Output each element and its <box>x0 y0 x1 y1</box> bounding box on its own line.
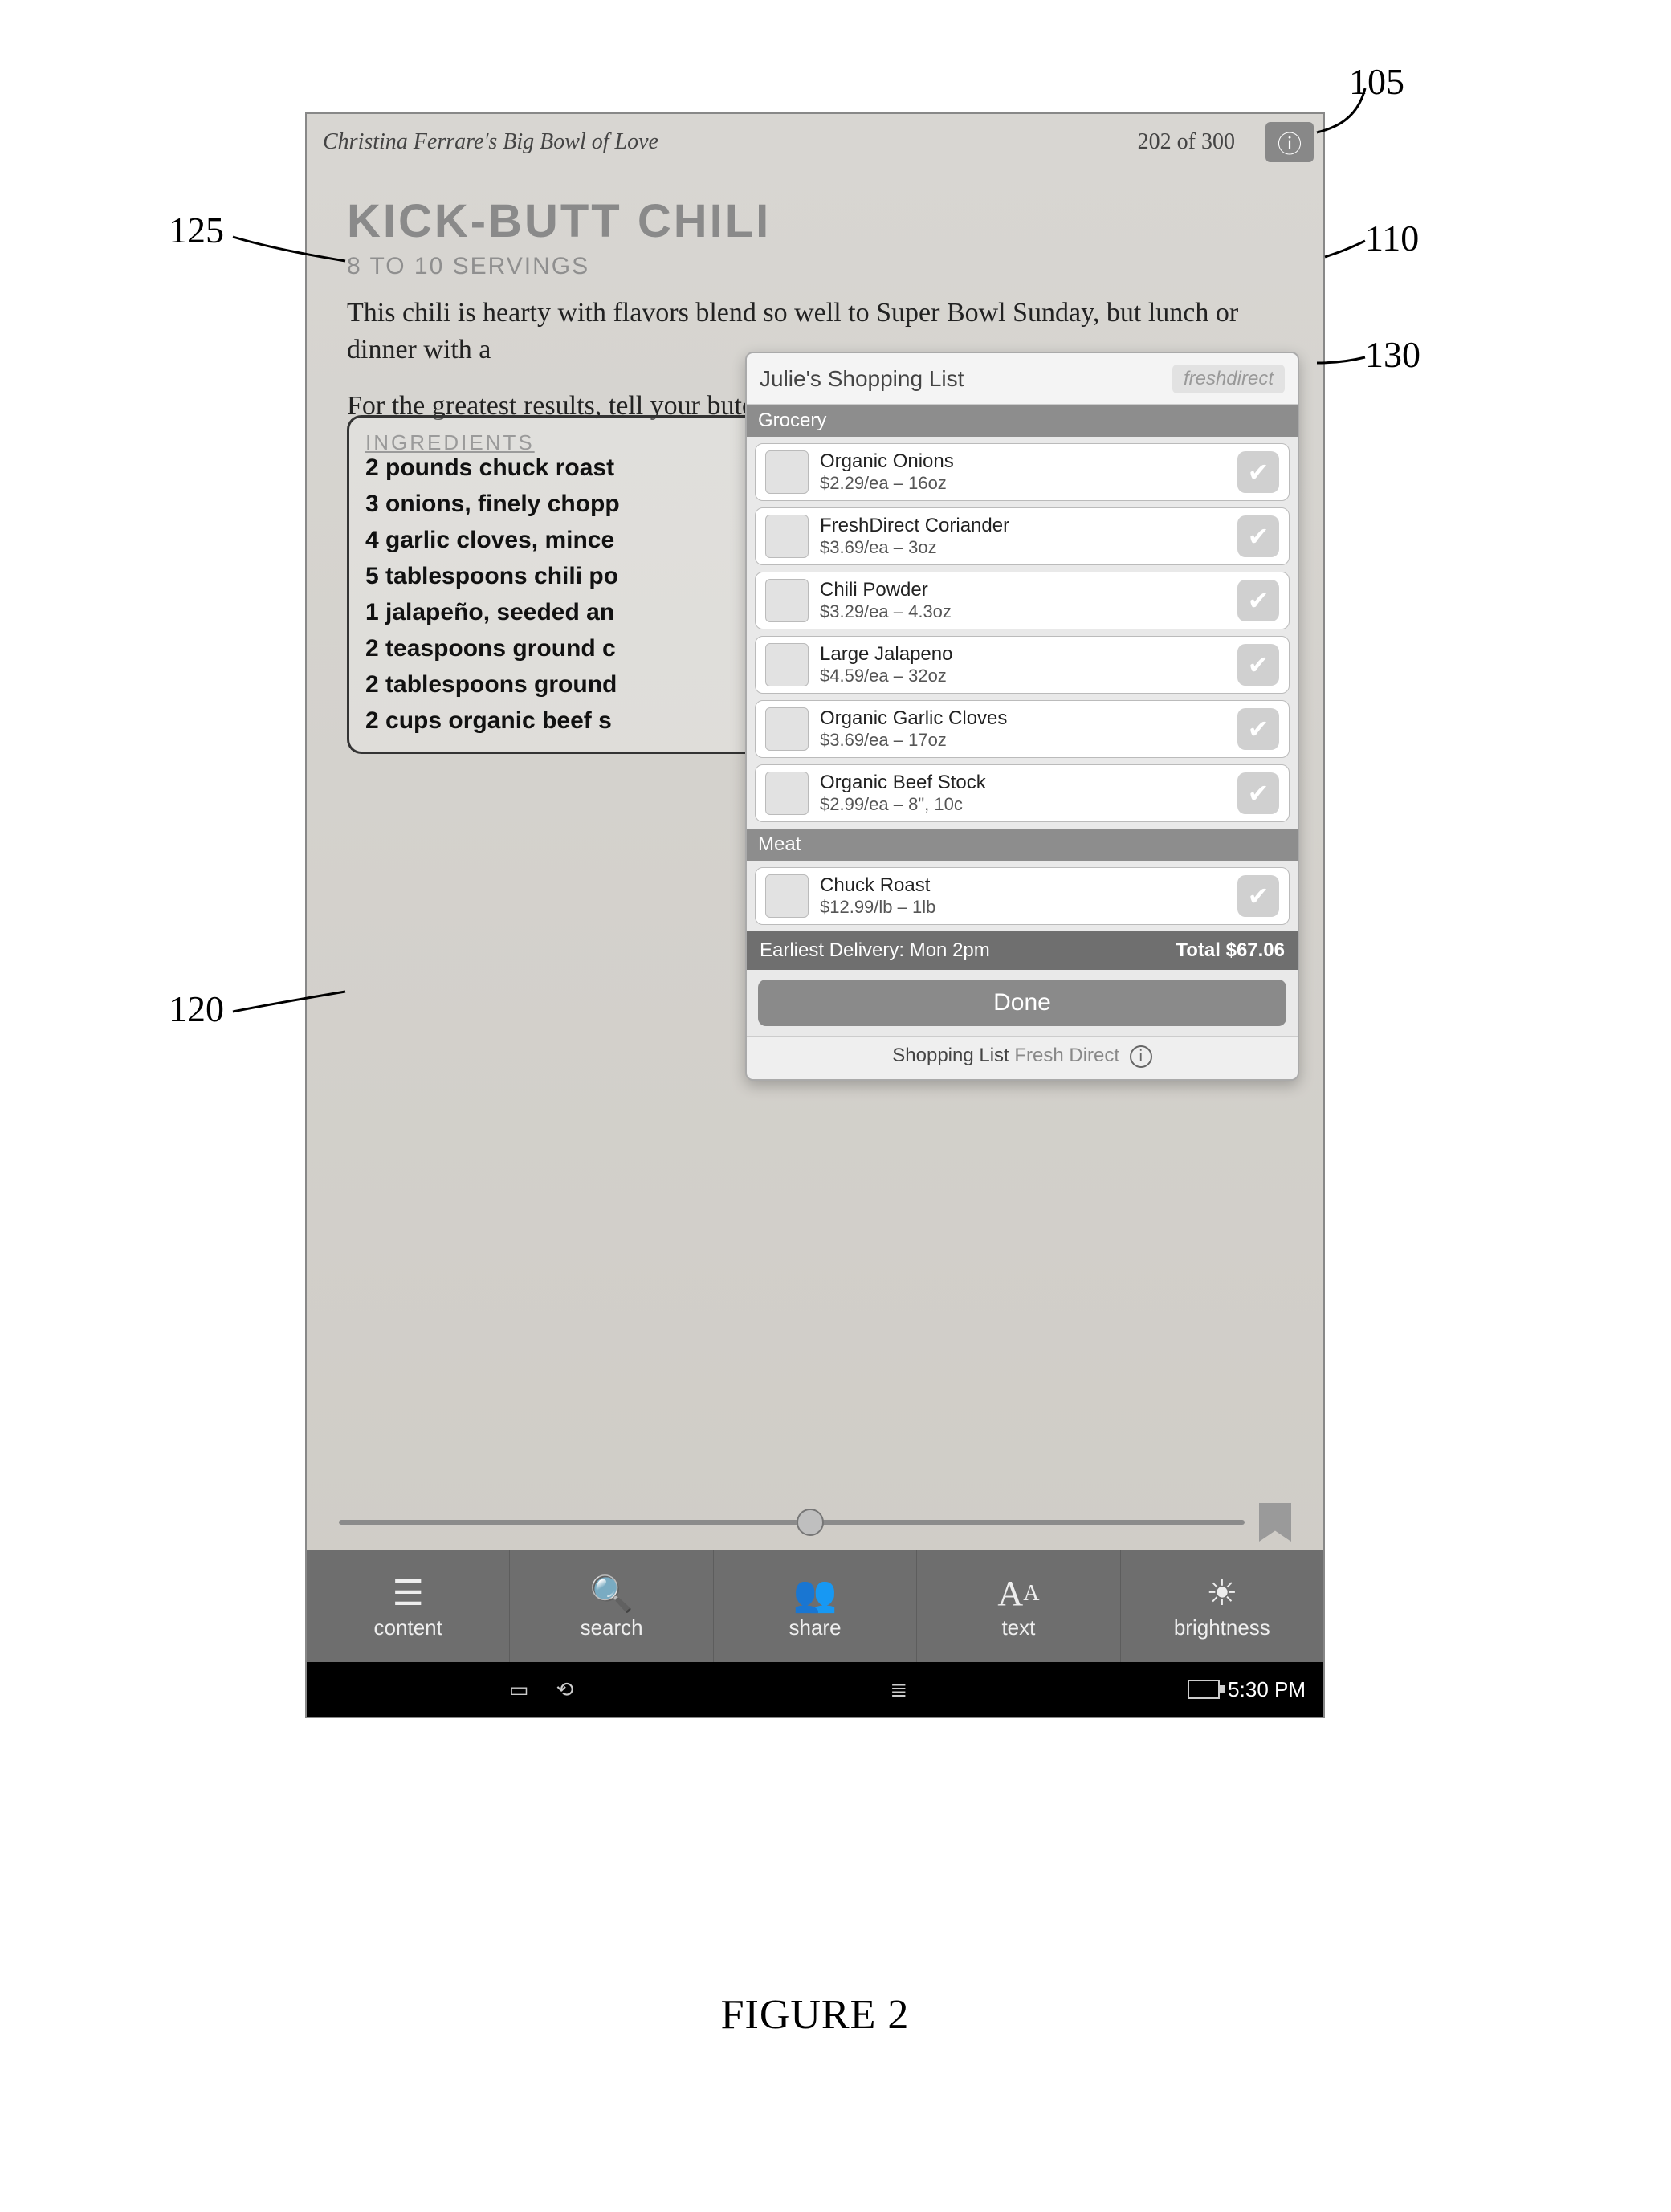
product-name: Large Jalapeno <box>820 643 952 666</box>
toolbar-label: brightness <box>1174 1615 1270 1640</box>
toolbar-search[interactable]: 🔍 search <box>510 1550 713 1662</box>
brightness-icon: ☀ <box>1206 1572 1237 1615</box>
toolbar-label: share <box>789 1615 841 1640</box>
product-thumb <box>765 643 809 686</box>
toolbar-label: search <box>581 1615 643 1640</box>
section-header-grocery: Grocery <box>747 405 1298 437</box>
book-icon[interactable]: ▭ <box>509 1677 529 1702</box>
battery-icon <box>1188 1680 1220 1699</box>
share-icon: 👥 <box>793 1572 838 1615</box>
product-thumb <box>765 450 809 494</box>
ingredients-box[interactable]: INGREDIENTS 2 pounds chuck roast 3 onion… <box>347 415 764 754</box>
callout-125: 125 <box>169 209 224 251</box>
list-item[interactable]: Chili Powder $3.29/ea – 4.3oz ✔ <box>755 572 1290 629</box>
check-icon[interactable]: ✔ <box>1237 451 1279 493</box>
ingredient-line: 1 jalapeño, seeded an <box>365 594 748 630</box>
refresh-icon[interactable]: ⟲ <box>556 1677 574 1702</box>
toolbar-label: text <box>1001 1615 1035 1640</box>
check-icon[interactable]: ✔ <box>1237 644 1279 686</box>
list-icon: ☰ <box>392 1572 423 1615</box>
ingredient-line: 5 tablespoons chili po <box>365 558 748 594</box>
product-name: Organic Garlic Cloves <box>820 707 1007 730</box>
product-price: $3.29/ea – 4.3oz <box>820 601 952 622</box>
reader-toolbar: ☰ content 🔍 search 👥 share AA text ☀ bri… <box>307 1550 1323 1662</box>
product-name: FreshDirect Coriander <box>820 515 1009 537</box>
total-text: Total $67.06 <box>1176 939 1285 962</box>
menu-icon[interactable]: ≣ <box>890 1677 907 1702</box>
product-thumb <box>765 579 809 622</box>
ingredient-line: 3 onions, finely chopp <box>365 486 748 522</box>
callout-105: 105 <box>1349 60 1404 103</box>
info-icon[interactable]: i <box>1130 1045 1152 1068</box>
recipe-title: KICK-BUTT CHILI <box>347 194 1283 248</box>
product-thumb <box>765 707 809 751</box>
progress-slider[interactable] <box>339 1506 1291 1538</box>
product-name: Organic Beef Stock <box>820 772 986 794</box>
toolbar-text[interactable]: AA text <box>917 1550 1120 1662</box>
product-name: Chili Powder <box>820 579 952 601</box>
product-thumb <box>765 515 809 558</box>
ingredients-header: INGREDIENTS <box>365 430 535 455</box>
slider-track[interactable] <box>339 1520 1245 1525</box>
ingredient-line: 2 tablespoons ground <box>365 666 748 703</box>
list-item[interactable]: Organic Beef Stock $2.99/ea – 8", 10c ✔ <box>755 764 1290 822</box>
ingredient-line: 2 teaspoons ground c <box>365 630 748 666</box>
popup-footer-brand: Fresh Direct <box>1014 1045 1119 1066</box>
list-item[interactable]: Large Jalapeno $4.59/ea – 32oz ✔ <box>755 636 1290 694</box>
check-icon[interactable]: ✔ <box>1237 875 1279 917</box>
popup-footer-label: Shopping List <box>892 1045 1014 1066</box>
popup-title: Julie's Shopping List <box>760 366 964 392</box>
product-price: $2.99/ea – 8", 10c <box>820 794 986 815</box>
check-icon[interactable]: ✔ <box>1237 580 1279 621</box>
list-item[interactable]: Organic Garlic Cloves $3.69/ea – 17oz ✔ <box>755 700 1290 758</box>
done-button[interactable]: Done <box>758 980 1286 1026</box>
list-item[interactable]: Chuck Roast $12.99/lb – 1lb ✔ <box>755 867 1290 925</box>
system-bar: ▭ ⟲ ≣ 5:30 PM <box>307 1662 1323 1717</box>
product-thumb <box>765 772 809 815</box>
check-icon[interactable]: ✔ <box>1237 515 1279 557</box>
book-title: Christina Ferrare's Big Bowl of Love <box>323 129 658 155</box>
clock-text: 5:30 PM <box>1228 1677 1306 1702</box>
toolbar-content[interactable]: ☰ content <box>307 1550 510 1662</box>
check-icon[interactable]: ✔ <box>1237 772 1279 814</box>
reader-top-bar: Christina Ferrare's Big Bowl of Love 202… <box>307 114 1323 170</box>
product-price: $3.69/ea – 3oz <box>820 537 1009 558</box>
bookmark-icon[interactable] <box>1259 1503 1291 1542</box>
toolbar-brightness[interactable]: ☀ brightness <box>1121 1550 1323 1662</box>
popup-summary-bar: Earliest Delivery: Mon 2pm Total $67.06 <box>747 931 1298 970</box>
page-counter: 202 of 300 <box>1138 129 1235 155</box>
callout-110: 110 <box>1365 217 1419 259</box>
product-price: $3.69/ea – 17oz <box>820 730 1007 751</box>
ingredient-line: 4 garlic cloves, mince <box>365 522 748 558</box>
toolbar-label: content <box>374 1615 442 1640</box>
info-button[interactable]: ⓘ <box>1265 122 1314 162</box>
text-size-icon: AA <box>997 1572 1039 1615</box>
product-price: $2.29/ea – 16oz <box>820 473 954 494</box>
check-icon[interactable]: ✔ <box>1237 708 1279 750</box>
list-item[interactable]: FreshDirect Coriander $3.69/ea – 3oz ✔ <box>755 507 1290 565</box>
callout-120: 120 <box>169 988 224 1030</box>
list-item[interactable]: Organic Onions $2.29/ea – 16oz ✔ <box>755 443 1290 501</box>
slider-thumb[interactable] <box>797 1509 824 1536</box>
search-icon: 🔍 <box>589 1572 634 1615</box>
product-name: Chuck Roast <box>820 874 935 897</box>
delivery-text: Earliest Delivery: Mon 2pm <box>760 939 990 962</box>
popup-footer: Shopping List Fresh Direct i <box>747 1036 1298 1079</box>
product-price: $12.99/lb – 1lb <box>820 897 935 918</box>
product-thumb <box>765 874 809 918</box>
section-header-meat: Meat <box>747 829 1298 861</box>
popup-header: Julie's Shopping List freshdirect <box>747 353 1298 405</box>
callout-130: 130 <box>1365 333 1420 376</box>
product-name: Organic Onions <box>820 450 954 473</box>
figure-caption: FIGURE 2 <box>305 1991 1325 2039</box>
device-screen: Christina Ferrare's Big Bowl of Love 202… <box>305 112 1325 1718</box>
ingredient-line: 2 cups organic beef s <box>365 703 748 739</box>
shopping-list-popup: Julie's Shopping List freshdirect Grocer… <box>745 352 1299 1081</box>
toolbar-share[interactable]: 👥 share <box>714 1550 917 1662</box>
recipe-servings: 8 TO 10 SERVINGS <box>347 253 1283 280</box>
product-price: $4.59/ea – 32oz <box>820 666 952 686</box>
popup-brand-badge: freshdirect <box>1172 365 1285 393</box>
